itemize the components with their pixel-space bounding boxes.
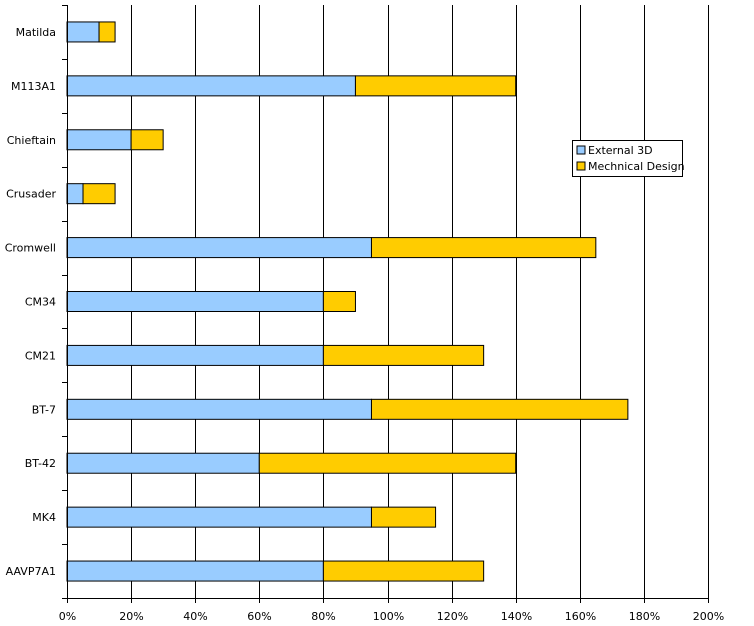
bar-external-3d [66,75,356,97]
bar-external-3d [66,344,324,366]
category-label: BT-7 [32,403,56,416]
x-tick-label: 140% [501,610,532,623]
category-label: CM21 [25,349,56,362]
bar-external-3d [66,291,324,312]
x-tick-label: 160% [565,610,596,623]
category-label: M113A1 [11,80,56,93]
bar-mechnical-design [98,21,116,43]
legend-swatch [576,161,586,171]
bar-mechnical-design [370,237,597,259]
legend-swatch [576,145,586,155]
x-tick-label: 20% [119,610,143,623]
bar-mechnical-design [370,506,437,528]
bar-external-3d [66,560,324,582]
bar-mechnical-design [82,183,116,205]
category-label: Cromwell [5,242,56,255]
gridlines [131,5,709,598]
bar-mechnical-design [370,398,629,420]
bar-external-3d [66,129,132,151]
category-label: MK4 [32,511,56,524]
category-label: AAVP7A1 [6,565,56,578]
x-tick-labels: 0% 20% 40% 60% 80% 100% 120% 140% 160% 180% 200% [59,610,724,623]
bar-external-3d [66,506,372,528]
axes [62,5,709,603]
x-tick-label: 60% [247,610,271,623]
x-tick-label: 200% [693,610,724,623]
legend-label: External 3D [588,144,653,157]
x-tick-label: 180% [629,610,660,623]
category-labels: Matilda M113A1 Chieftain Crusader Cromwell CM… [5,26,57,578]
bars [66,21,629,582]
legend-box [572,140,683,177]
x-tick-label: 40% [183,610,207,623]
x-tick-label: 100% [373,610,404,623]
bar-mechnical-design [258,452,517,474]
x-tick-label: 0% [59,610,76,623]
x-tick-label: 80% [311,610,335,623]
legend: External 3D Mechnical Design [572,140,685,177]
bar-mechnical-design [322,560,485,582]
bar-external-3d [66,398,372,420]
bar-mechnical-design [354,75,517,97]
bar-external-3d [66,237,372,259]
category-label: Chieftain [7,134,56,147]
bar-external-3d [66,452,260,474]
bar-mechnical-design [322,344,485,366]
bar-mechnical-design [130,129,164,151]
category-label: BT-42 [25,457,56,470]
category-label: Crusader [6,188,56,201]
x-tick-label: 120% [437,610,468,623]
bar-external-3d [66,183,84,205]
legend-label: Mechnical Design [588,160,685,173]
bar-external-3d [66,21,100,43]
category-label: Matilda [16,26,56,39]
category-label: CM34 [25,296,56,309]
bar-mechnical-design [322,291,356,312]
